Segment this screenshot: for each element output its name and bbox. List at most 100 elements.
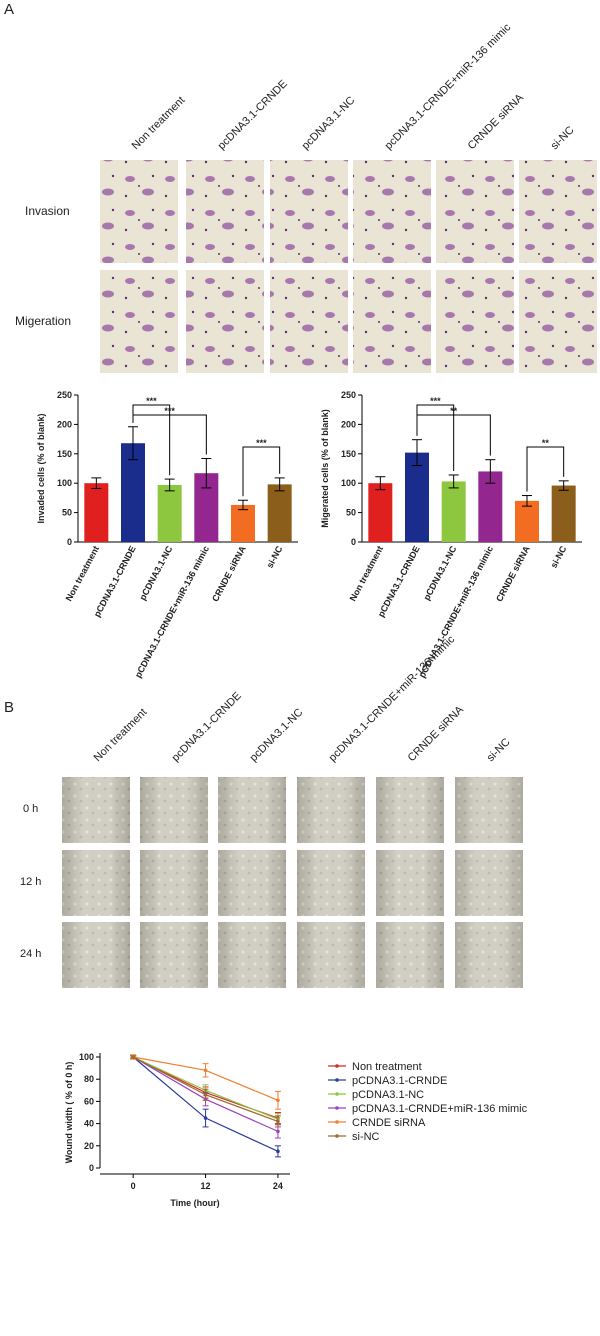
error-bar bbox=[375, 476, 386, 491]
wound-gap bbox=[62, 922, 130, 988]
x-tick-label: si-NC bbox=[549, 544, 569, 570]
bar bbox=[405, 452, 429, 542]
error-bar bbox=[448, 474, 459, 489]
x-tick-label: 12 bbox=[201, 1181, 211, 1191]
wound-gap bbox=[140, 850, 208, 916]
y-tick-label: 150 bbox=[341, 449, 356, 459]
y-tick-label: 0 bbox=[89, 1163, 94, 1173]
point bbox=[276, 1098, 280, 1103]
legend-label: pCDNA3.1-NC bbox=[352, 1089, 424, 1101]
x-tick-label: Non treatment bbox=[348, 544, 385, 603]
column-header: pcDNA3.1-CRNDE bbox=[170, 690, 244, 764]
significance-bracket: *** bbox=[132, 396, 171, 476]
bar bbox=[231, 504, 255, 542]
x-tick-label: pCDNA3.1-CRNDE bbox=[92, 544, 138, 618]
micrograph bbox=[353, 160, 431, 263]
column-header: Non treatment bbox=[130, 94, 188, 152]
legend-label: pCDNA3.1-CRNDE+miR-136 mimic bbox=[352, 1103, 528, 1115]
wound-gap bbox=[218, 850, 286, 916]
error-bar bbox=[522, 495, 532, 507]
error-bar bbox=[91, 477, 102, 489]
error-bar bbox=[128, 426, 138, 461]
annotation: *** bbox=[146, 396, 157, 406]
micrograph bbox=[519, 270, 597, 373]
bar bbox=[157, 484, 182, 542]
wound-gap bbox=[297, 777, 365, 843]
column-header: pcDNA3.1-CRNDE bbox=[216, 78, 290, 152]
annotation: ** bbox=[450, 406, 458, 416]
panel-label: A bbox=[4, 1, 14, 18]
wound-gap bbox=[218, 922, 286, 988]
wound-gap bbox=[218, 777, 286, 843]
x-tick-label: pCDNA3.1-NC bbox=[421, 544, 458, 602]
micrograph bbox=[436, 270, 514, 373]
point bbox=[276, 1119, 280, 1124]
column-header: pcDNA3.1-NC bbox=[248, 706, 306, 764]
micrograph bbox=[270, 270, 348, 373]
legend-label: Non treatment bbox=[352, 1061, 422, 1073]
y-tick-label: 50 bbox=[346, 508, 356, 518]
wound-gap bbox=[140, 922, 208, 988]
x-tick-label: pCDNA3.1-CRNDE+miR-136 mimic bbox=[417, 544, 495, 679]
column-header: pcDNA3.1-NC bbox=[300, 94, 358, 152]
y-axis-label: Invaded cells (% of blank) bbox=[36, 413, 46, 523]
row-label: Invasion bbox=[25, 204, 70, 218]
micrograph bbox=[270, 160, 348, 263]
legend-label: pCDNA3.1-CRNDE bbox=[352, 1075, 447, 1087]
y-tick-label: 50 bbox=[62, 508, 72, 518]
annotation: *** bbox=[430, 396, 441, 406]
x-tick-label: pCDNA3.1-NC bbox=[137, 544, 174, 602]
x-tick-label: si-NC bbox=[265, 544, 285, 570]
error-bar bbox=[485, 459, 496, 484]
y-tick-label: 0 bbox=[67, 537, 72, 547]
annotation: *** bbox=[164, 406, 175, 416]
error-bar bbox=[164, 478, 175, 492]
row-label: 24 h bbox=[20, 948, 41, 960]
micrograph bbox=[353, 270, 431, 373]
bracket-line bbox=[242, 446, 281, 497]
legend-marker bbox=[335, 1106, 339, 1110]
x-axis-label: Time (hour) bbox=[170, 1198, 219, 1208]
wound-gap bbox=[297, 850, 365, 916]
y-tick-label: 250 bbox=[57, 390, 72, 400]
y-tick-label: 100 bbox=[341, 478, 356, 488]
legend-label: si-NC bbox=[352, 1131, 380, 1143]
significance-bracket: *** bbox=[132, 406, 207, 455]
y-tick-label: 200 bbox=[57, 419, 72, 429]
bar bbox=[267, 484, 292, 542]
bar bbox=[441, 481, 466, 542]
error-bar bbox=[558, 480, 569, 491]
x-tick-label: 0 bbox=[131, 1181, 136, 1191]
bar bbox=[84, 483, 109, 542]
wound-gap bbox=[297, 922, 365, 988]
x-tick-label: pCDNA3.1-CRNDE bbox=[376, 544, 422, 618]
error-bar bbox=[201, 458, 212, 489]
y-tick-label: 100 bbox=[79, 1052, 94, 1062]
y-tick-label: 20 bbox=[84, 1141, 94, 1151]
significance-bracket: ** bbox=[416, 406, 491, 456]
bar bbox=[368, 483, 393, 542]
bracket-line bbox=[526, 446, 565, 492]
annotation: *** bbox=[256, 438, 267, 448]
error-bar bbox=[412, 439, 422, 467]
panel-label: B bbox=[4, 699, 14, 716]
point bbox=[276, 1129, 280, 1134]
point bbox=[203, 1092, 208, 1097]
wound-gap bbox=[140, 777, 208, 843]
y-tick-label: 150 bbox=[57, 449, 72, 459]
wound-gap bbox=[455, 777, 523, 843]
row-label: 12 h bbox=[20, 876, 41, 888]
y-tick-label: 40 bbox=[84, 1119, 94, 1129]
legend-marker bbox=[335, 1078, 339, 1082]
column-header: si-NC bbox=[485, 736, 513, 764]
annotation: ** bbox=[542, 438, 550, 448]
wound-gap bbox=[62, 777, 130, 843]
legend-marker bbox=[335, 1120, 339, 1124]
micrograph bbox=[100, 270, 178, 373]
x-tick-label: CRNDE siRNA bbox=[210, 544, 248, 603]
micrograph bbox=[100, 160, 178, 263]
legend-marker bbox=[335, 1134, 339, 1138]
x-tick-label: CRNDE siRNA bbox=[494, 544, 532, 603]
